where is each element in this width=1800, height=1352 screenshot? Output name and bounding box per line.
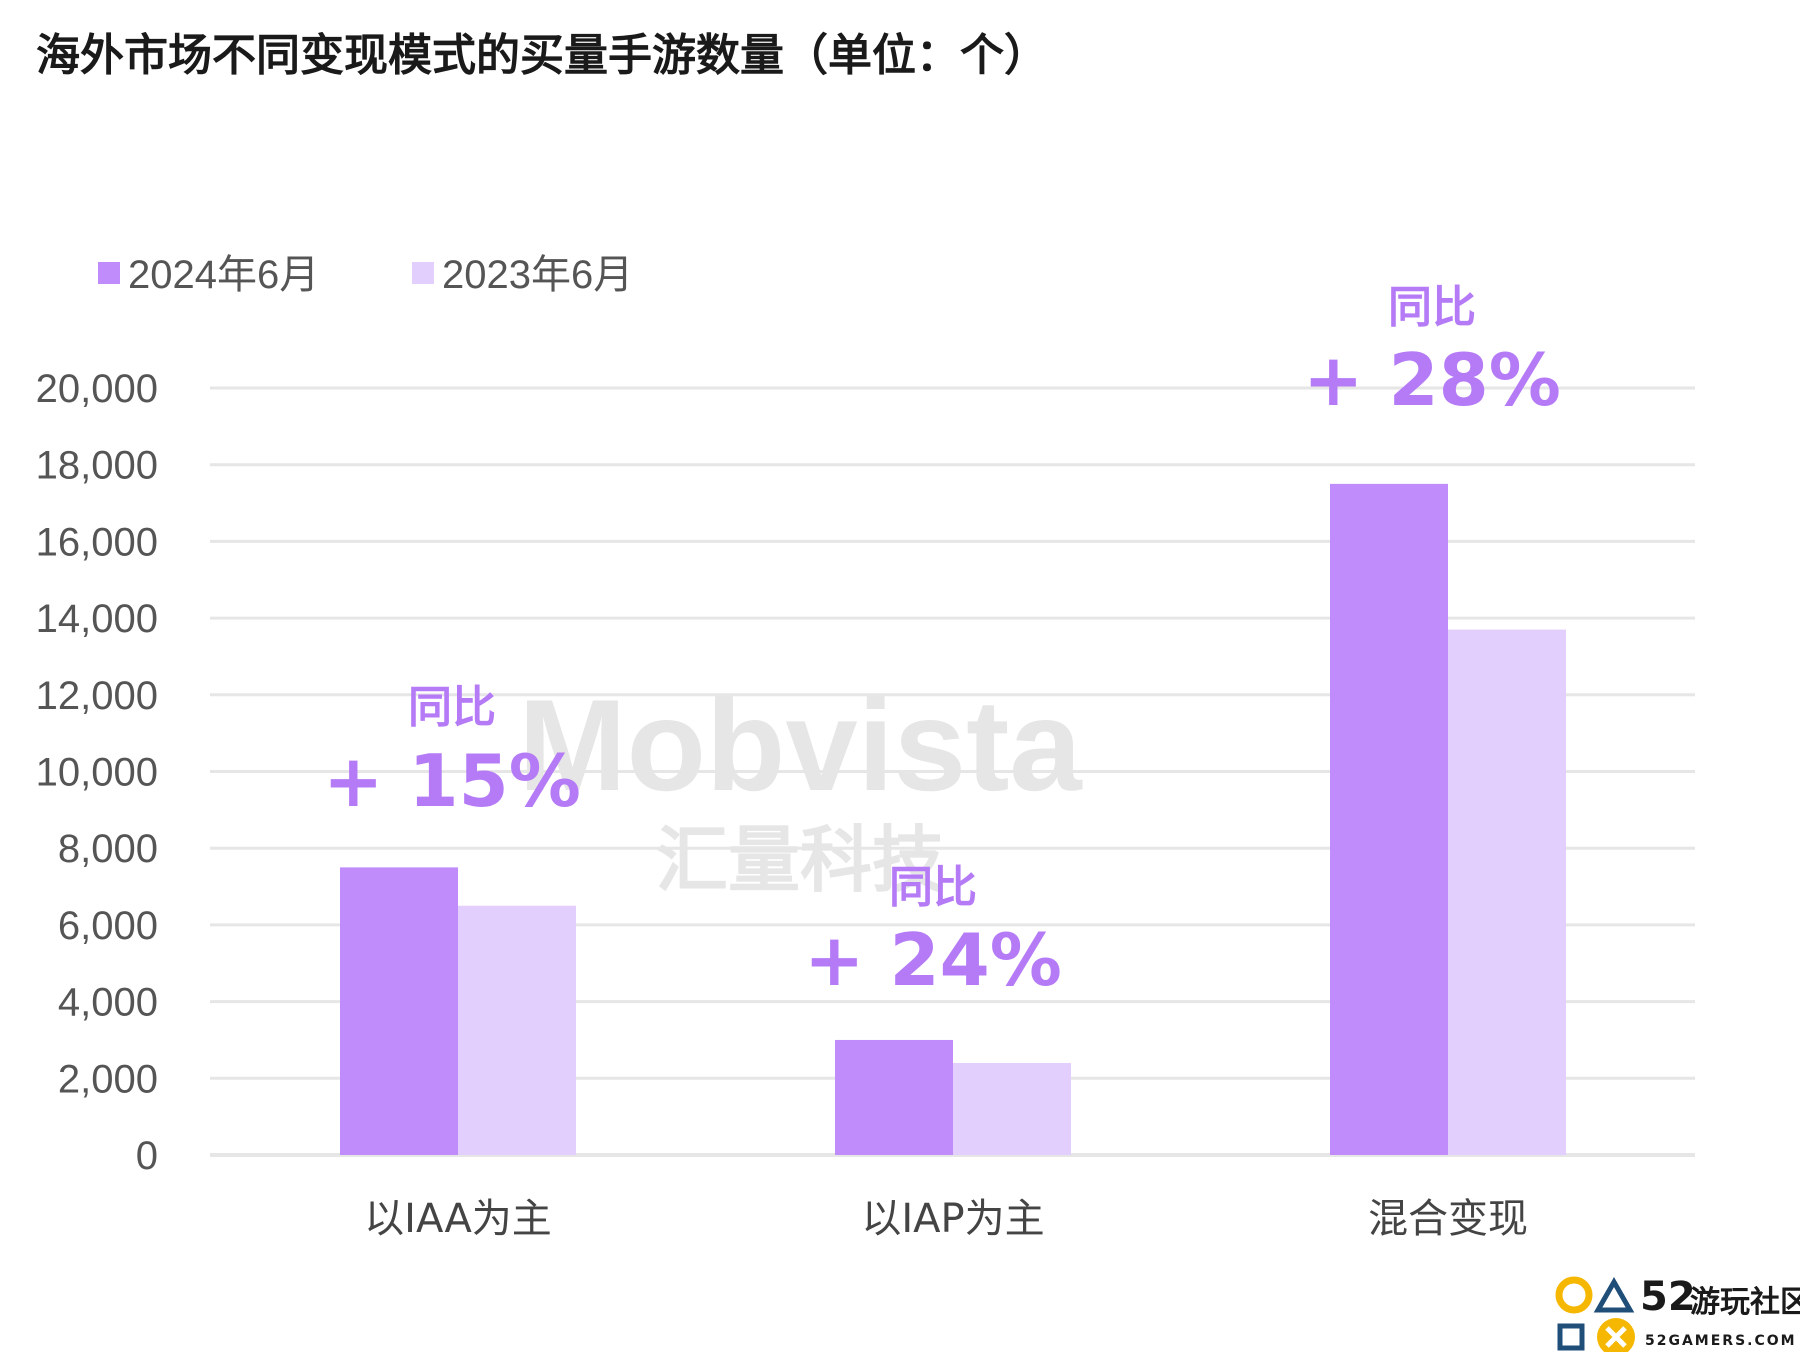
legend: 2024年6月 2023年6月 [98, 253, 633, 297]
legend-swatch-2024 [98, 262, 120, 284]
y-tick-label: 16,000 [36, 520, 158, 564]
yoy-label: 同比 [1388, 282, 1476, 333]
y-tick-label: 18,000 [36, 444, 158, 488]
site-logo: 52 游玩社区 52GAMERS.COM [1555, 1274, 1800, 1352]
logo-name: 游玩社区 [1690, 1285, 1800, 1320]
y-axis-ticks: 0 2,000 4,000 6,000 8,000 10,000 12,000 14,000 1… [36, 367, 158, 1178]
bar-2024-0 [340, 867, 458, 1155]
yoy-value: + 28% [1303, 338, 1561, 422]
x-category-label: 以IAA为主 [364, 1196, 552, 1242]
bar-2024-1 [835, 1039, 953, 1155]
legend-label-2024: 2024年6月 [128, 253, 319, 297]
yoy-annotations: 同比+ 15%同比+ 24%同比+ 28% [323, 282, 1561, 1002]
logo-number: 52 [1640, 1274, 1696, 1320]
logo-sub: 52GAMERS.COM [1645, 1333, 1797, 1349]
legend-swatch-2023 [412, 262, 434, 284]
y-tick-label: 0 [136, 1134, 158, 1178]
bar-2023-0 [458, 905, 576, 1155]
watermark-sub: 汇量科技 [656, 821, 944, 901]
logo-square-icon [1557, 1323, 1585, 1351]
yoy-label: 同比 [408, 682, 496, 733]
legend-label-2023: 2023年6月 [442, 253, 633, 297]
bars [340, 483, 1566, 1155]
yoy-value: + 24% [804, 918, 1062, 1002]
yoy-label: 同比 [889, 862, 977, 913]
logo-cross-mark [1605, 1326, 1627, 1348]
y-tick-label: 6,000 [58, 904, 158, 948]
x-category-label: 以IAP为主 [861, 1196, 1044, 1242]
watermark: Mobvista 汇量科技 [518, 672, 1083, 901]
bar-2023-2 [1448, 629, 1566, 1155]
x-category-label: 混合变现 [1368, 1196, 1528, 1242]
logo-triangle-icon [1593, 1276, 1635, 1313]
y-tick-label: 14,000 [36, 597, 158, 641]
x-axis-categories: 以IAA为主 以IAP为主 混合变现 [364, 1196, 1528, 1242]
watermark-brand: Mobvista [518, 672, 1083, 818]
bar-2023-1 [953, 1062, 1071, 1155]
y-tick-label: 12,000 [36, 674, 158, 718]
bar-2024-2 [1330, 483, 1448, 1155]
y-tick-label: 8,000 [58, 827, 158, 871]
y-tick-label: 4,000 [58, 981, 158, 1025]
chart-title: 海外市场不同变现模式的买量手游数量（单位：个） [36, 30, 1048, 81]
logo-circle-icon [1555, 1276, 1593, 1314]
yoy-value: + 15% [323, 739, 581, 823]
y-tick-label: 10,000 [36, 751, 158, 795]
y-tick-label: 2,000 [58, 1057, 158, 1101]
y-tick-label: 20,000 [36, 367, 158, 411]
